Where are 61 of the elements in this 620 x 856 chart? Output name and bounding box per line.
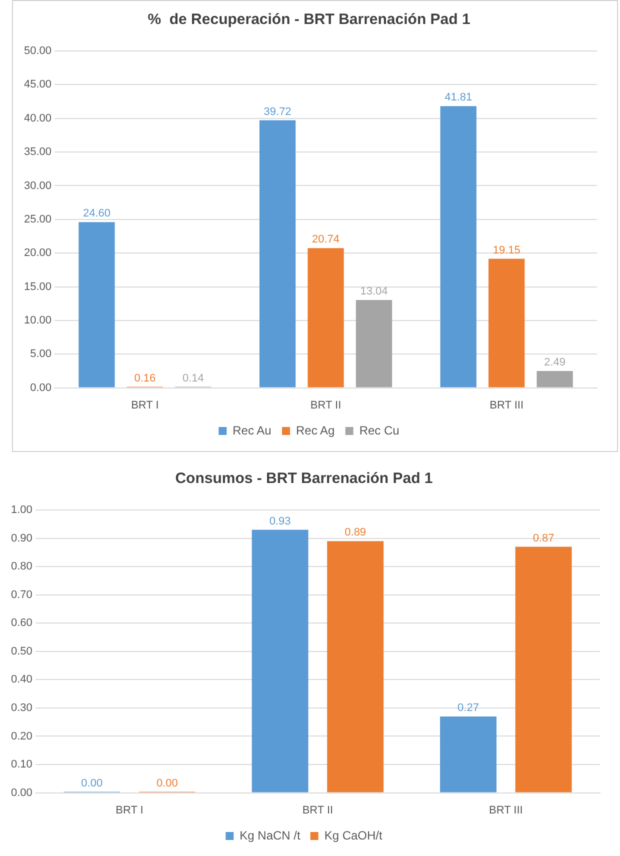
y-tick-label: 0.50 (10, 645, 32, 658)
bar (252, 530, 308, 792)
data-label: 24.60 (82, 208, 110, 220)
bar (440, 106, 476, 388)
y-tick-label: 0.10 (10, 758, 32, 771)
y-tick-label: 0.20 (10, 730, 32, 742)
y-tick-label: 0.80 (10, 560, 32, 573)
legend-label: Rec Cu (359, 423, 400, 438)
y-tick-label: 0.70 (10, 588, 32, 601)
bar (488, 258, 525, 388)
data-label: 2.49 (544, 356, 566, 369)
data-label: 0.00 (156, 777, 178, 790)
y-tick-label: 30.00 (24, 180, 52, 192)
data-label: 0.00 (81, 777, 103, 790)
y-tick-label: 0.60 (10, 617, 32, 630)
data-label: 19.15 (492, 244, 520, 256)
bar (356, 300, 392, 388)
x-tick-label: BRT I (116, 804, 144, 816)
legend-label: Rec Au (232, 423, 272, 438)
x-tick-label: BRT III (488, 804, 523, 816)
x-tick-label: BRT II (310, 399, 342, 412)
data-label: 0.89 (344, 526, 366, 539)
y-tick-label: 0.30 (10, 702, 32, 714)
bar (440, 716, 496, 792)
y-tick-label: 0.90 (10, 532, 32, 544)
data-label: 20.74 (312, 234, 340, 246)
x-tick-label: BRT III (490, 399, 524, 412)
y-tick-label: 5.00 (30, 348, 52, 360)
x-tick-label: BRT II (302, 804, 334, 816)
data-label: 0.87 (532, 532, 554, 544)
chart-title: Consumos - BRT Barrenación Pad 1 (175, 470, 433, 488)
bar (536, 371, 573, 388)
legend-label: Rec Ag (296, 423, 335, 438)
y-tick-label: 0.40 (10, 674, 32, 686)
y-tick-label: 10.00 (24, 314, 52, 326)
y-tick-label: 0.00 (10, 786, 32, 799)
bar (78, 222, 115, 388)
legend-label: Kg NaCN /t (240, 828, 301, 842)
y-tick-label: 25.00 (24, 213, 52, 226)
y-tick-label: 45.00 (24, 78, 52, 91)
y-tick-label: 40.00 (24, 112, 52, 124)
bar (515, 546, 572, 792)
legend-label: Kg CaOH/t (324, 828, 384, 842)
data-label: 39.72 (264, 106, 292, 118)
y-tick-label: 35.00 (24, 146, 52, 158)
y-tick-label: 15.00 (24, 280, 52, 293)
bar (259, 120, 296, 388)
y-tick-label: 50.00 (24, 45, 52, 58)
data-label: 0.14 (182, 372, 204, 384)
chart-title: % de Recuperación - BRT Barrenación Pad 1 (148, 11, 470, 28)
data-label: 0.27 (458, 702, 479, 714)
data-label: 0.16 (134, 372, 156, 384)
bar (308, 248, 344, 388)
data-label: 13.04 (360, 285, 388, 298)
y-tick-label: 1.00 (10, 504, 32, 516)
x-tick-label: BRT I (131, 399, 159, 412)
bar (327, 541, 384, 792)
data-label: 0.93 (269, 515, 291, 528)
y-tick-label: 0.00 (30, 382, 52, 394)
data-label: 41.81 (444, 92, 472, 104)
y-tick-label: 20.00 (24, 247, 52, 260)
